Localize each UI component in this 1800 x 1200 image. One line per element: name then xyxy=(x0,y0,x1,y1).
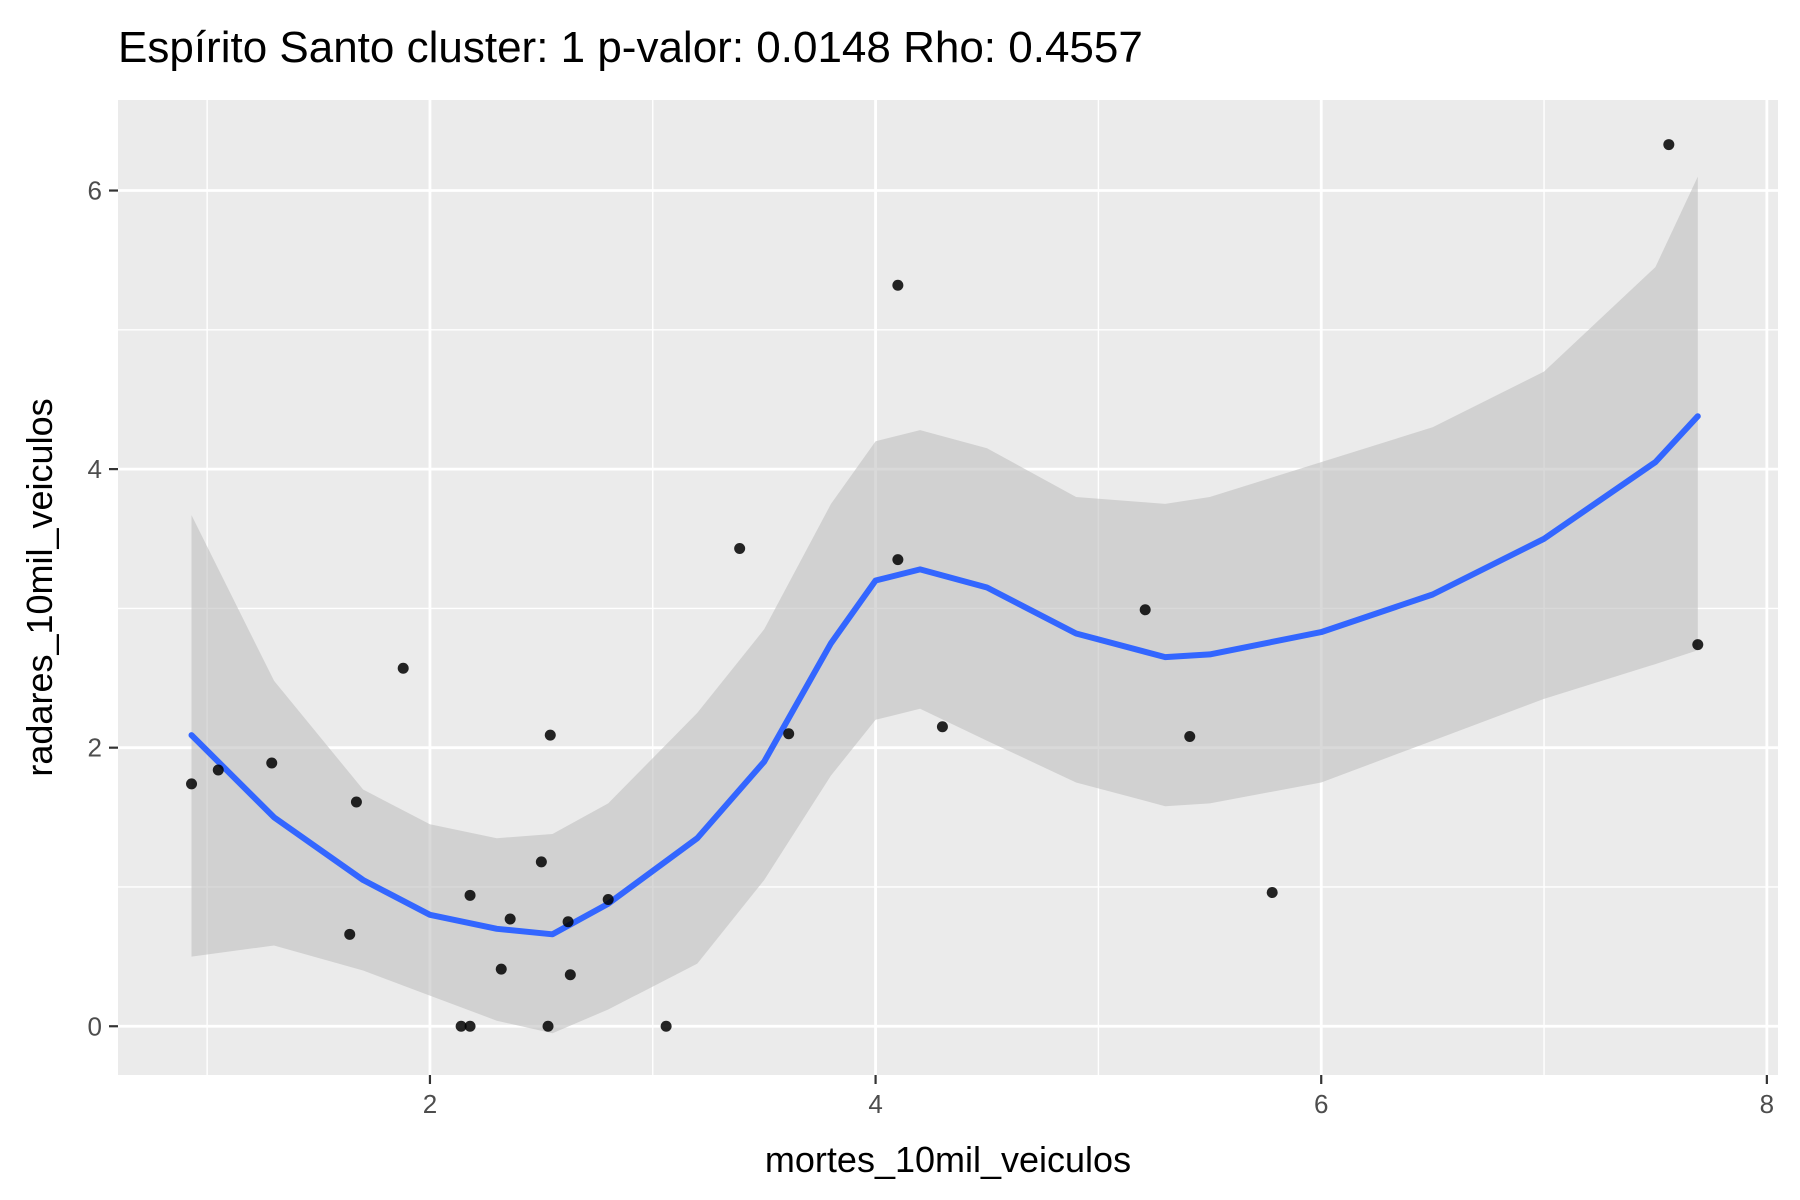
data-point xyxy=(504,913,516,925)
data-point xyxy=(542,1020,554,1032)
data-point xyxy=(936,721,948,733)
y-axis-label: radares_10mil_veiculos xyxy=(19,398,60,776)
data-point xyxy=(544,729,556,741)
x-tick-label: 4 xyxy=(868,1089,882,1119)
data-point xyxy=(1139,604,1151,616)
data-point xyxy=(892,554,904,566)
data-point xyxy=(464,1020,476,1032)
data-point xyxy=(564,969,576,981)
data-point xyxy=(1663,139,1675,151)
data-point xyxy=(266,757,278,769)
data-point xyxy=(892,279,904,291)
x-tick-label: 6 xyxy=(1314,1089,1328,1119)
y-tick-label: 2 xyxy=(88,733,102,763)
x-axis-label: mortes_10mil_veiculos xyxy=(765,1139,1131,1180)
data-point xyxy=(495,963,507,975)
chart-title: Espírito Santo cluster: 1 p-valor: 0.014… xyxy=(118,23,1143,72)
data-point xyxy=(602,894,614,905)
y-tick-label: 6 xyxy=(88,176,102,206)
data-point xyxy=(783,728,795,740)
x-axis-ticks: 2 4 6 8 xyxy=(423,1075,1774,1119)
data-point xyxy=(212,764,224,776)
confidence-ribbon xyxy=(191,176,1698,1034)
data-point xyxy=(455,1020,467,1032)
scatter-points xyxy=(186,139,1704,1032)
data-point xyxy=(397,662,409,674)
x-tick-label: 2 xyxy=(423,1089,437,1119)
smooth-line xyxy=(188,413,1701,938)
data-point xyxy=(1266,887,1278,899)
data-point xyxy=(535,856,547,868)
y-tick-label: 4 xyxy=(88,454,102,484)
data-point xyxy=(186,778,198,790)
data-point xyxy=(562,916,574,928)
y-axis-ticks: 0 2 4 6 xyxy=(88,176,118,1041)
data-point xyxy=(344,928,356,940)
y-tick-label: 0 xyxy=(88,1011,102,1041)
data-point xyxy=(660,1020,672,1032)
data-point xyxy=(734,543,746,554)
data-point xyxy=(464,889,476,901)
data-point xyxy=(350,796,362,808)
data-point xyxy=(1184,731,1196,743)
x-tick-label: 8 xyxy=(1760,1089,1774,1119)
data-point xyxy=(1692,639,1704,651)
